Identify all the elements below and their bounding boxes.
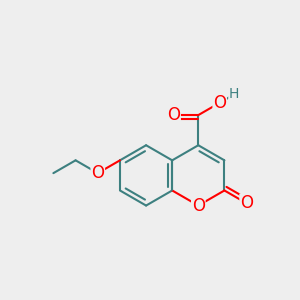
Text: O: O xyxy=(167,106,180,124)
Text: O: O xyxy=(213,94,226,112)
Text: O: O xyxy=(91,164,104,182)
Text: H: H xyxy=(229,87,239,101)
Text: O: O xyxy=(192,196,205,214)
Text: O: O xyxy=(240,194,253,212)
